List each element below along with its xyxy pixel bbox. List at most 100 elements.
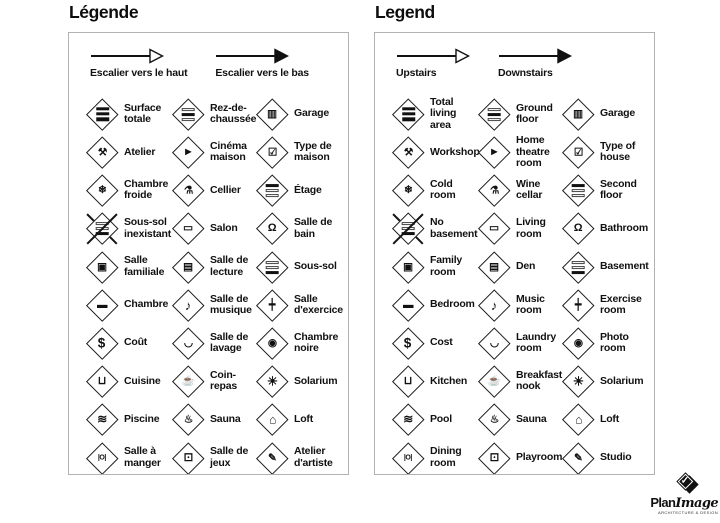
studio-icon: ✎	[256, 441, 288, 474]
legend-icon-frame: ⌂	[255, 403, 289, 437]
page-title-fr: Légende	[69, 2, 139, 22]
legend-icon-glyph	[401, 107, 415, 121]
check-icon: ✓	[681, 475, 690, 487]
legend-item-label: Cuisine	[124, 374, 161, 387]
legend-item: ☑ Type of house	[561, 133, 654, 171]
legend-item: ▶ Home theatre room	[477, 133, 561, 171]
legend-item: ┿ Exercise room	[561, 286, 654, 324]
legend-item-label: Kitchen	[430, 374, 468, 387]
legend-item: ✎ Studio	[561, 439, 654, 474]
legend-item-label: Salle de lecture	[210, 254, 249, 278]
legend-icon-frame	[85, 97, 119, 131]
legend-icon-glyph: ☀	[266, 374, 278, 389]
breakfast-nook-icon: ☕	[478, 365, 510, 398]
legend-icon-frame: ▭	[171, 212, 205, 246]
legend-item: ❄ Cold room	[391, 171, 477, 209]
laundry-room-icon: ◡	[172, 327, 204, 360]
legend-icon-glyph	[571, 260, 585, 274]
legend-icon-frame: $	[391, 326, 425, 360]
legend-item: ┿ Salle d'exercice	[255, 286, 348, 324]
legend-item-label: Breakfast nook	[516, 368, 563, 393]
legend-icon-frame	[255, 173, 289, 207]
garage-icon: ▥	[562, 98, 594, 131]
legend-item-label: Family room	[430, 254, 463, 278]
cold-room-icon: ❄	[86, 174, 118, 207]
legend-item: ♨ Sauna	[171, 401, 255, 439]
legend-item-label: Chambre noire	[294, 330, 339, 355]
logo-text-italic: Image	[675, 496, 718, 511]
legend-icon-glyph: ☑	[573, 146, 583, 159]
legend-item: ⌂ Loft	[255, 401, 348, 439]
legend-item-label: Studio	[600, 451, 632, 464]
legend-icon-frame: |O|	[85, 441, 119, 474]
legend-icon-frame: ♪	[477, 288, 511, 322]
legend-item: ❄ Chambre froide	[85, 171, 171, 209]
arrow-label: Upstairs	[396, 67, 437, 79]
legend-item: |O| Salle à manger	[85, 439, 171, 474]
kitchen-icon: ⊔	[392, 365, 424, 398]
legend-item: ☕ Breakfast nook	[477, 362, 563, 400]
legend-item-label: Den	[516, 260, 536, 273]
legend-icon-frame: ♨	[477, 403, 511, 437]
pool-icon: ≋	[86, 403, 118, 436]
legend-icon-frame: ▣	[85, 250, 119, 284]
legend-item: ☀ Solarium	[255, 362, 348, 400]
legend-item-label: Music room	[516, 292, 545, 317]
legend-item: ▬ Bedroom	[391, 286, 477, 324]
legend-icon-frame: ⚀	[171, 441, 205, 474]
legend-item-label: Sous-sol	[294, 260, 337, 273]
total-living-area-icon	[86, 98, 118, 131]
type-of-house-icon: ☑	[562, 136, 594, 169]
legend-item-label: Type of house	[600, 139, 636, 164]
floor-bar	[265, 189, 279, 193]
legend-icon-frame: ⚀	[477, 441, 511, 474]
legend-item-label: Salle à manger	[124, 445, 161, 469]
arrow-graphic	[499, 48, 572, 64]
legend-item: Étage	[255, 171, 348, 209]
panel-box-fr: Escalier vers le haut Escalier vers le b…	[68, 32, 349, 475]
legend-item-label: Sous-sol inexistant	[124, 216, 172, 240]
legend-icon-frame: ▥	[561, 97, 595, 131]
legend-icon-glyph	[95, 107, 109, 121]
studio-icon: ✎	[562, 441, 594, 474]
legend-icon-glyph: ▥	[267, 107, 277, 120]
living-room-icon: ▭	[478, 212, 510, 245]
legend-item-label: Atelier	[124, 145, 156, 158]
legend-icon-glyph: ⊔	[403, 374, 413, 387]
arrow-label: Escalier vers le haut	[90, 67, 188, 79]
dining-room-icon: |O|	[392, 441, 424, 474]
legend-item-label: Cost	[430, 336, 453, 349]
legend-icon-glyph	[401, 222, 415, 236]
legend-item: Ground floor	[477, 95, 561, 133]
legend-icon-glyph	[571, 183, 585, 198]
legend-item: ▥ Garage	[255, 95, 348, 133]
stairs-up-arrow: Escalier vers le haut	[90, 48, 188, 94]
legend-icon-frame: ☀	[255, 364, 289, 398]
floor-bar	[571, 189, 585, 193]
legend-item: |O| Dining room	[391, 439, 477, 474]
legend-item: ☀ Solarium	[561, 362, 654, 400]
bedroom-icon: ▬	[86, 289, 118, 321]
floor-bar	[401, 222, 415, 226]
legend-icon-glyph: ⊔	[97, 374, 107, 387]
floor-bar	[487, 117, 501, 121]
floor-bar	[401, 227, 415, 231]
legend-item: ⊔ Kitchen	[391, 362, 477, 400]
legend-icon-frame: ▤	[477, 250, 511, 284]
total-living-area-icon	[392, 98, 424, 131]
legend-icon-frame: ❄	[85, 173, 119, 207]
legend-icon-frame: Ω	[561, 212, 595, 246]
legend-item-label: Étage	[294, 183, 322, 196]
home-theatre-icon: ▶	[172, 136, 204, 169]
legend-item: $ Cost	[391, 324, 477, 362]
legend-icon-frame: ▶	[171, 135, 205, 169]
family-room-icon: ▣	[86, 250, 118, 283]
legend-icon-glyph: ┿	[268, 298, 276, 311]
floor-bar	[265, 265, 279, 269]
legend-item: ◡ Laundry room	[477, 324, 561, 362]
legend-item-label: Rez-de-chaussée	[210, 101, 257, 126]
garage-icon: ▥	[256, 98, 288, 131]
legend-icon-frame: ▤	[171, 250, 205, 284]
legend-item: ◡ Salle de lavage	[171, 324, 255, 362]
legend-item: Sous-sol inexistant	[85, 210, 171, 248]
